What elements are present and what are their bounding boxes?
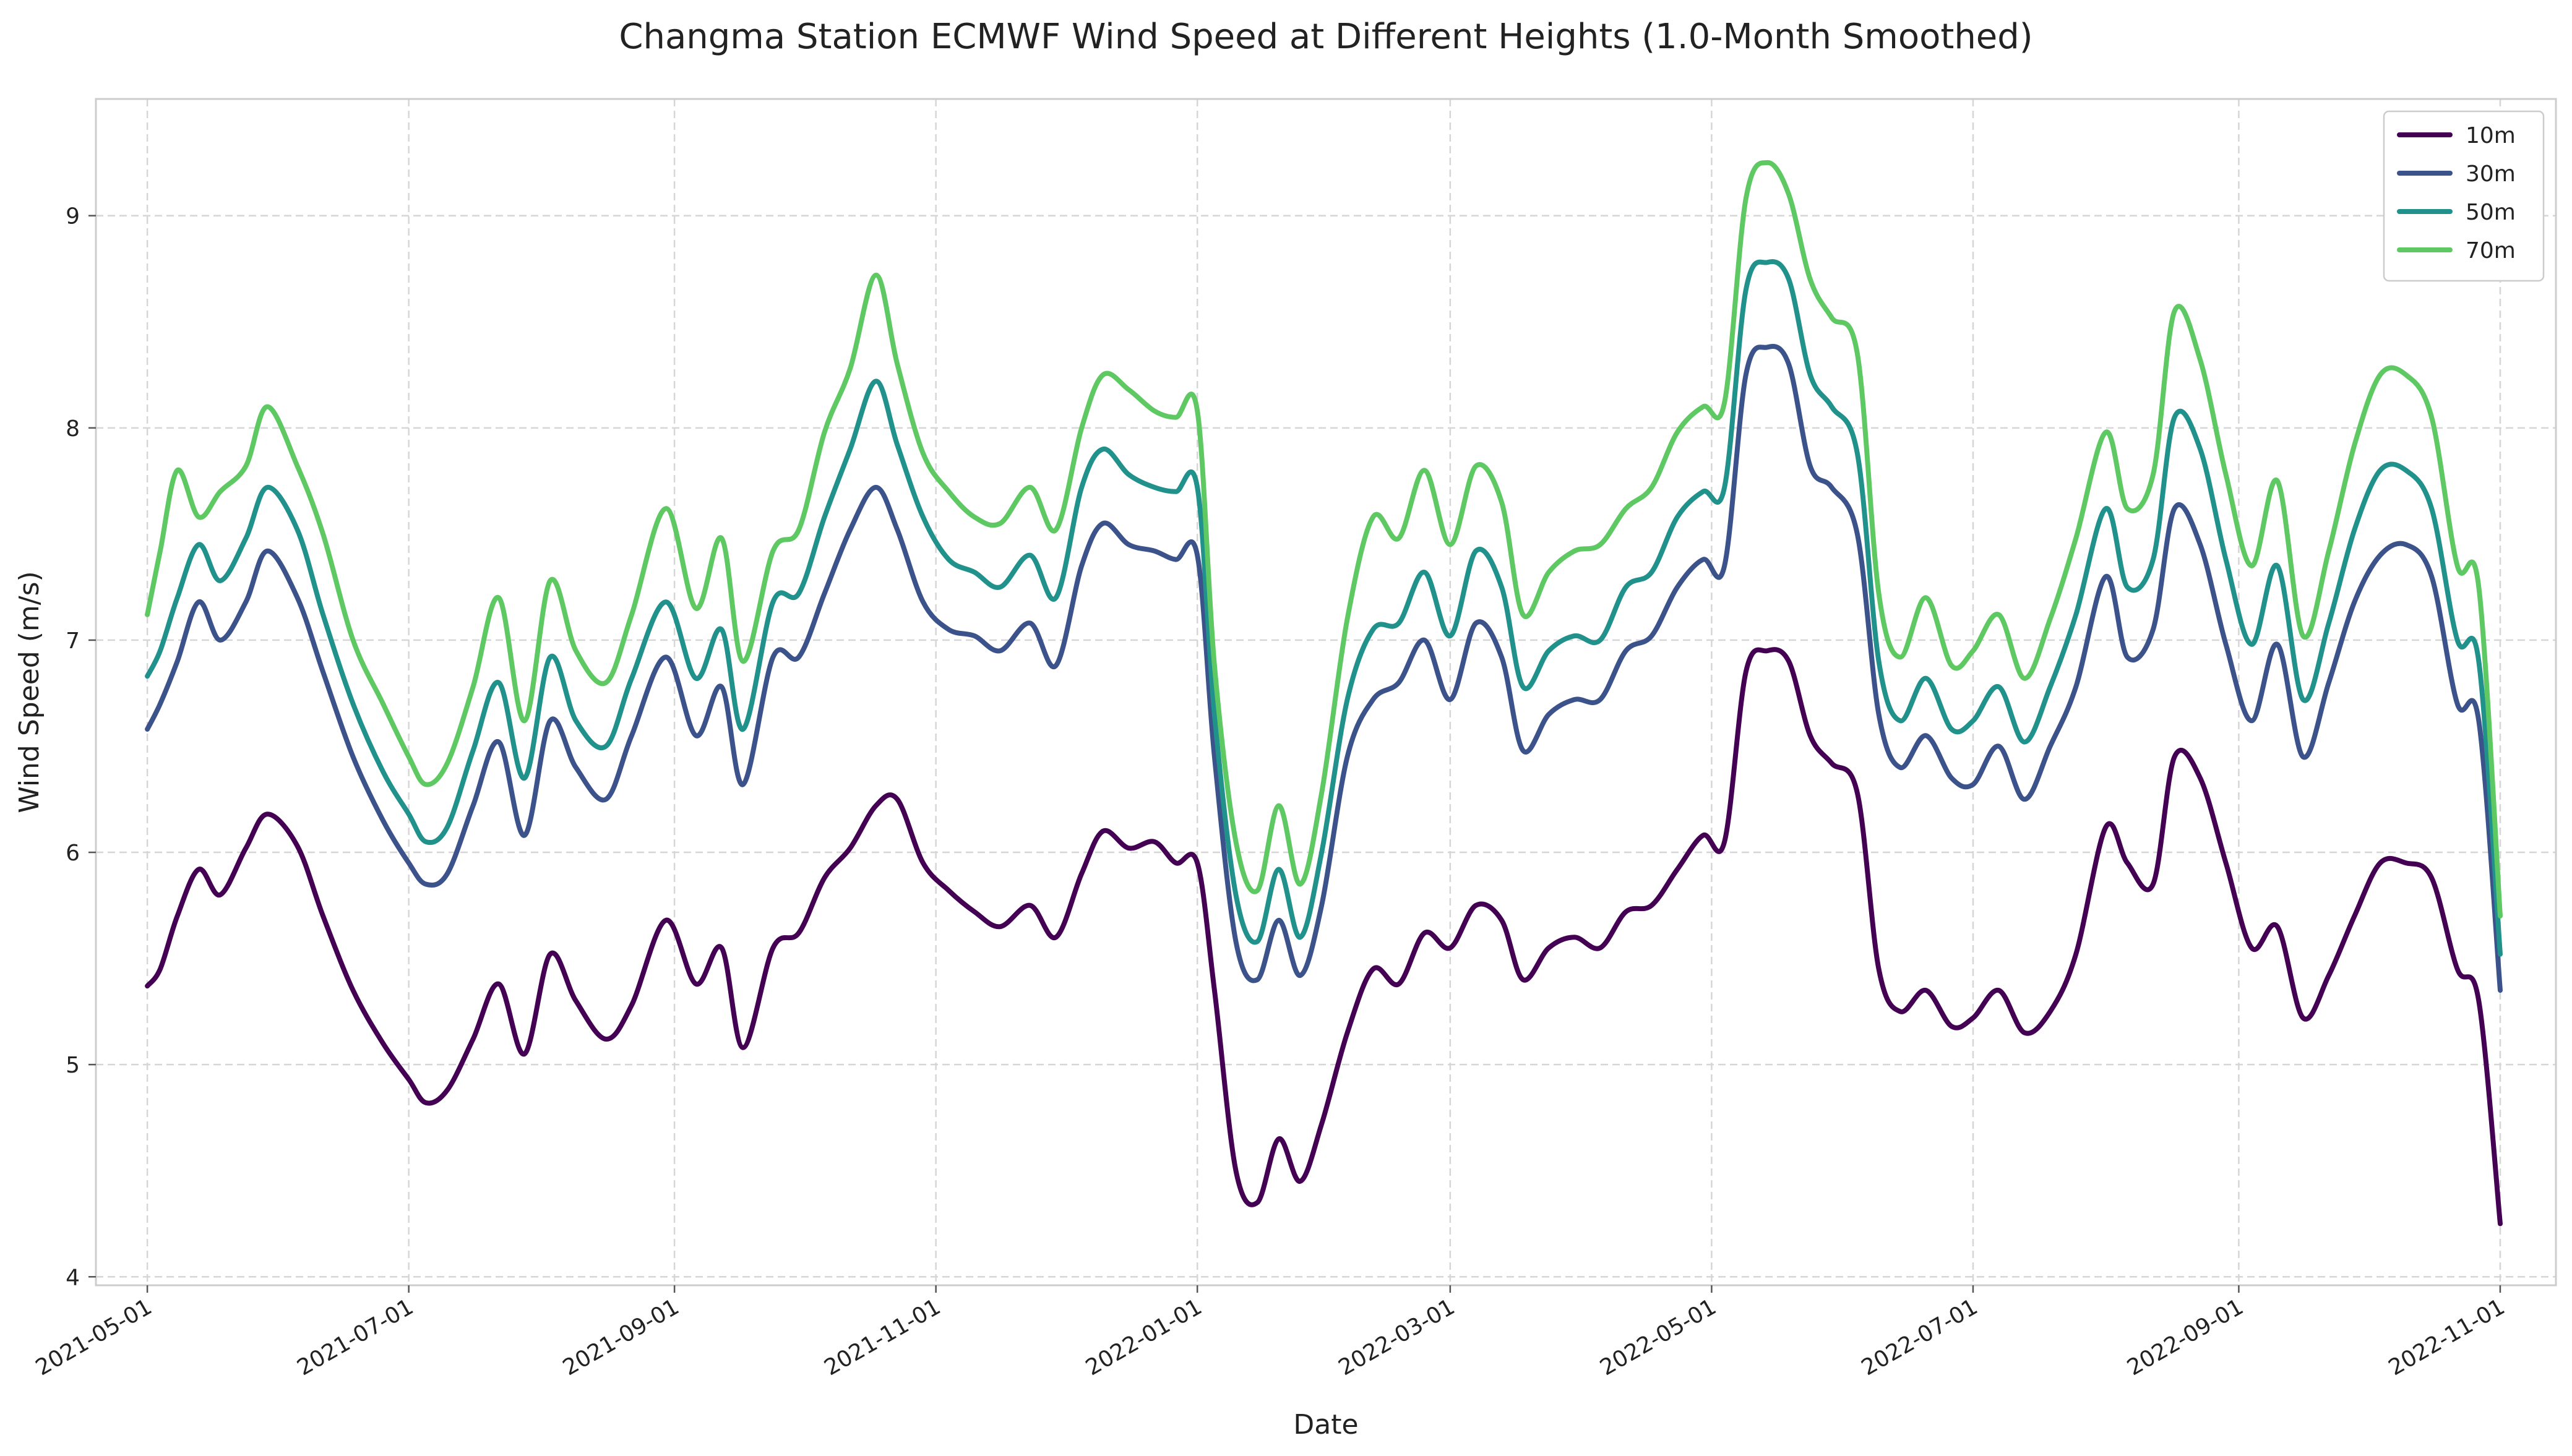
series-line-70m [145,160,2503,919]
plot-area-frame [95,98,2557,1287]
legend-label-10m: 10m [2466,123,2516,148]
chart-title: Changma Station ECMWF Wind Speed at Diff… [619,17,2032,57]
y-tick-label: 7 [66,628,80,654]
y-tick-label: 8 [66,416,80,442]
series-line-30m [145,344,2503,993]
legend-label-50m: 50m [2466,200,2516,225]
legend: 10m 30m 50m 70m [2383,110,2545,282]
grid [96,99,2556,1285]
y-tick-label: 6 [66,841,80,866]
y-axis-ticks: 4 5 6 7 8 9 [66,204,96,1290]
y-tick-label: 4 [66,1265,80,1290]
legend-label-30m: 30m [2466,161,2516,187]
series-lines [145,160,2503,1227]
y-axis-label: Wind Speed (m/s) [14,571,45,813]
y-tick-label: 5 [66,1053,80,1078]
series-line-50m [145,259,2503,957]
y-tick-label: 9 [66,204,80,229]
series-line-10m [145,647,2503,1227]
legend-box [2383,110,2545,282]
legend-label-70m: 70m [2466,238,2516,263]
x-axis-label: Date [1293,1409,1358,1441]
